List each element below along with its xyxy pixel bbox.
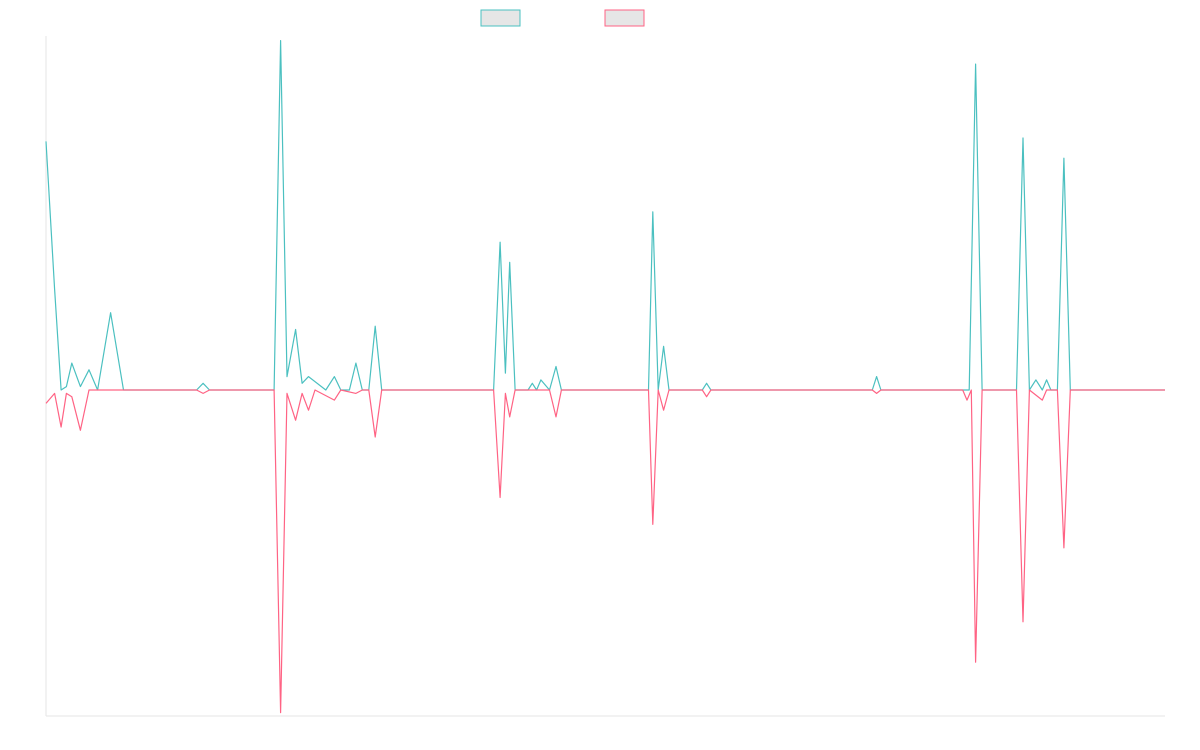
legend-swatch-a[interactable] <box>480 9 521 27</box>
series-line-b <box>45 389 1165 714</box>
legend-swatch-b[interactable] <box>604 9 645 27</box>
plot-area <box>45 40 1165 714</box>
series-line-a <box>45 40 1165 391</box>
axes <box>45 36 1165 717</box>
legend[interactable] <box>480 9 645 27</box>
